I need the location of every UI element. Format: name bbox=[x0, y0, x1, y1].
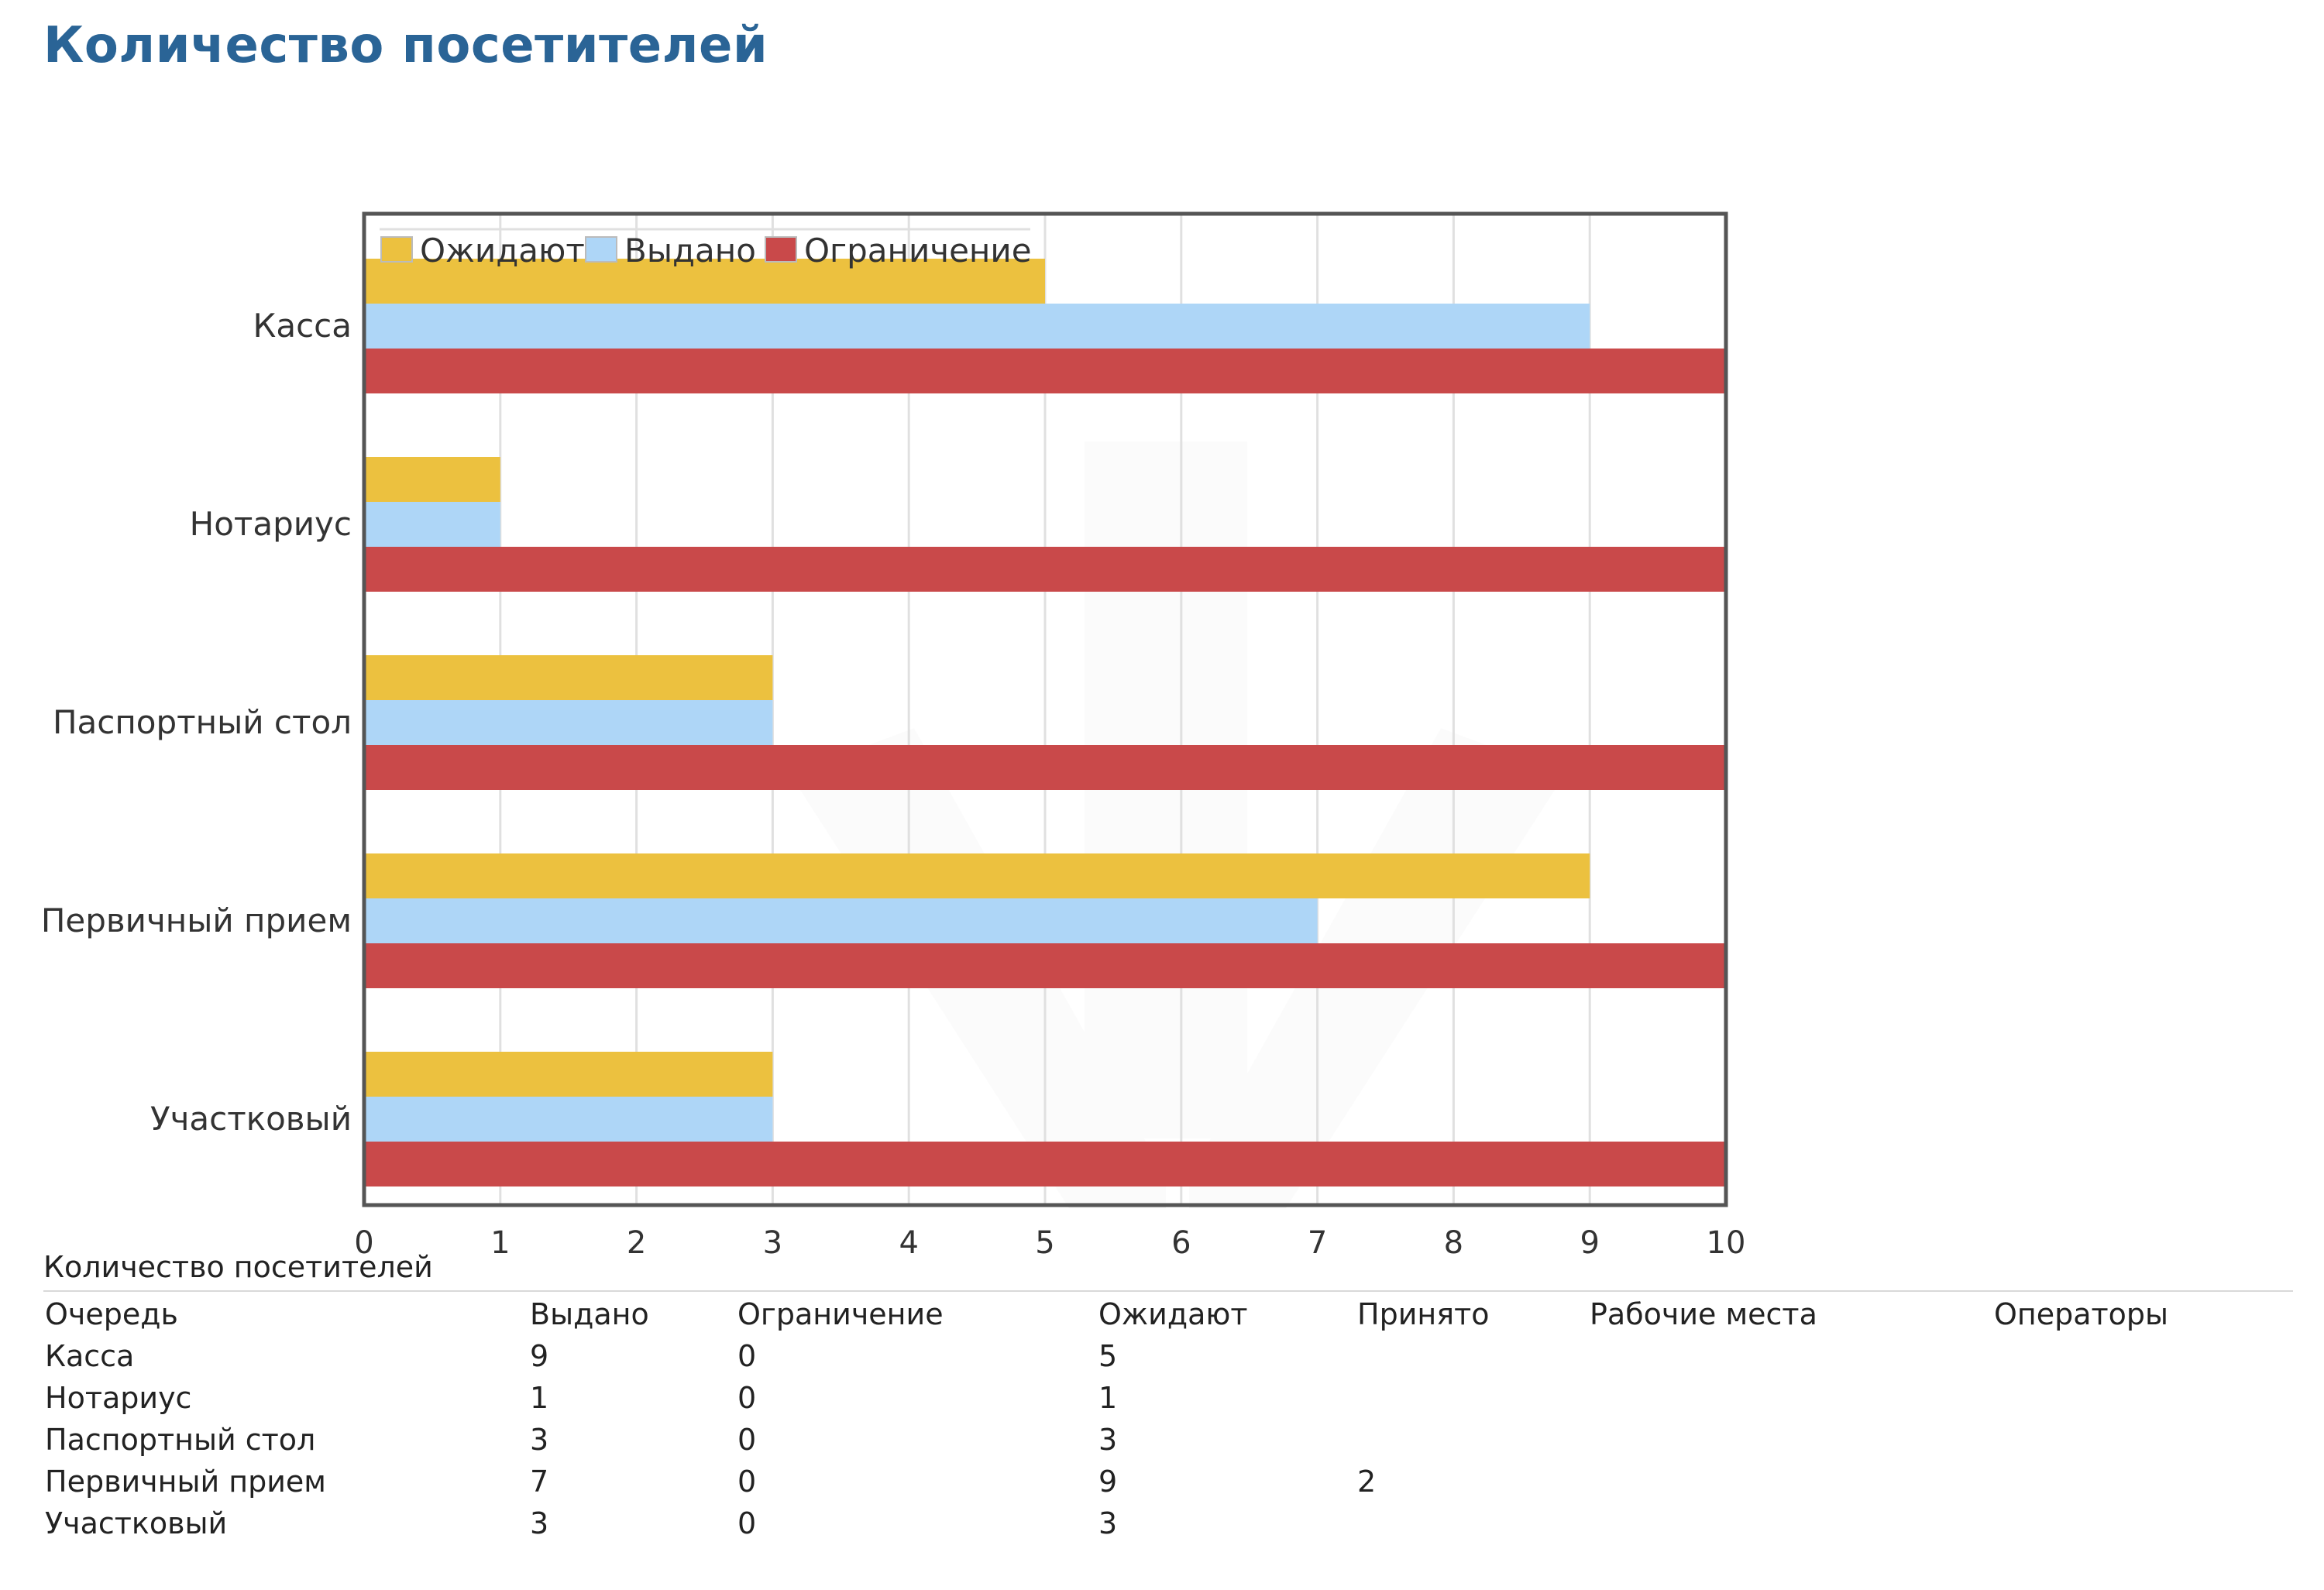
table-cell bbox=[1583, 1377, 1988, 1419]
table-caption: Количество посетителей bbox=[43, 1250, 433, 1284]
table-row: Нотариус 1 0 1 bbox=[39, 1377, 2282, 1419]
table-cell bbox=[1351, 1419, 1583, 1461]
page-title: Количество посетителей bbox=[43, 17, 768, 74]
table-cell bbox=[1988, 1377, 2282, 1419]
table-header-row: Очередь Выдано Ограничение Ожидают Приня… bbox=[39, 1293, 2282, 1335]
bar-issued bbox=[364, 502, 500, 547]
x-tick-label: 3 bbox=[763, 1225, 782, 1255]
y-axis-label: Касса bbox=[253, 307, 352, 345]
bar-issued bbox=[364, 898, 1318, 943]
table-cell: Нотариус bbox=[45, 1381, 192, 1415]
table-cell bbox=[1583, 1419, 1988, 1461]
bar-waiting bbox=[364, 259, 1045, 304]
table-cell: 3 bbox=[530, 1423, 549, 1457]
x-tick-label: 7 bbox=[1308, 1225, 1327, 1255]
x-tick-label: 5 bbox=[1035, 1225, 1054, 1255]
x-tick-label: 6 bbox=[1171, 1225, 1191, 1255]
y-axis-label: Паспортный стол bbox=[53, 703, 352, 741]
table-cell: Касса bbox=[45, 1339, 135, 1373]
table-cell bbox=[1583, 1335, 1988, 1377]
chart-bars bbox=[364, 259, 1726, 1186]
table-row: Паспортный стол 3 0 3 bbox=[39, 1419, 2282, 1461]
y-axis-label: Участковый bbox=[150, 1100, 352, 1138]
table-cell: Первичный прием bbox=[45, 1465, 326, 1499]
x-tick-label: 8 bbox=[1444, 1225, 1463, 1255]
bar-waiting bbox=[364, 457, 500, 502]
table-cell bbox=[1988, 1502, 2282, 1544]
table-cell: 9 bbox=[1098, 1465, 1118, 1499]
column-header-accepted: Принято bbox=[1357, 1297, 1490, 1331]
x-tick-label: 9 bbox=[1580, 1225, 1599, 1255]
table-cell: 0 bbox=[737, 1423, 757, 1457]
table-cell: 3 bbox=[530, 1506, 549, 1540]
table-cell bbox=[1988, 1335, 2282, 1377]
x-tick-label: 1 bbox=[490, 1225, 510, 1255]
table-cell: 0 bbox=[737, 1465, 757, 1499]
x-tick-label: 0 bbox=[354, 1225, 373, 1255]
legend-swatch bbox=[380, 236, 413, 263]
x-axis-tick-labels: 0 1 2 3 4 5 6 7 8 9 10 bbox=[354, 1225, 1745, 1255]
column-header-issued: Выдано bbox=[530, 1297, 649, 1331]
table-cell: 3 bbox=[1098, 1506, 1118, 1540]
bar-waiting bbox=[364, 1052, 773, 1097]
table-cell: 7 bbox=[530, 1465, 549, 1499]
table-cell: 3 bbox=[1098, 1423, 1118, 1457]
y-axis-label: Нотариус bbox=[190, 505, 352, 543]
table-cell: 1 bbox=[1098, 1381, 1118, 1415]
bar-chart: Ожидают Выдано Ограничение Касса Нотариус Па… bbox=[41, 211, 1745, 1255]
table-cell: Паспортный стол bbox=[45, 1423, 316, 1457]
x-tick-label: 10 bbox=[1707, 1225, 1746, 1255]
x-tick-label: 2 bbox=[627, 1225, 646, 1255]
column-header-workplaces: Рабочие места bbox=[1590, 1297, 1817, 1331]
column-header-waiting: Ожидают bbox=[1098, 1297, 1248, 1331]
table-cell bbox=[1351, 1502, 1583, 1544]
legend-swatch bbox=[765, 236, 797, 263]
chart-legend: Ожидают Выдано Ограничение bbox=[380, 228, 1032, 270]
table-cell: 0 bbox=[737, 1381, 757, 1415]
table-cell: 1 bbox=[530, 1381, 549, 1415]
column-header-limit: Ограничение bbox=[737, 1297, 944, 1331]
table-cell: 2 bbox=[1357, 1465, 1377, 1499]
legend-label: Ограничение bbox=[804, 232, 1032, 270]
bar-limit bbox=[364, 745, 1726, 790]
legend-label: Выдано bbox=[624, 232, 756, 270]
bar-issued bbox=[364, 304, 1590, 349]
table-row: Касса 9 0 5 bbox=[39, 1335, 2282, 1377]
y-axis-label: Первичный прием bbox=[41, 901, 352, 939]
bar-issued bbox=[364, 700, 773, 745]
table-row: Участковый 3 0 3 bbox=[39, 1502, 2282, 1544]
bar-waiting bbox=[364, 655, 773, 700]
table-cell bbox=[1351, 1335, 1583, 1377]
bar-limit bbox=[364, 547, 1726, 592]
bar-limit bbox=[364, 349, 1726, 393]
table-cell: 9 bbox=[530, 1339, 549, 1373]
column-header-queue: Очередь bbox=[45, 1297, 178, 1331]
column-header-operators: Операторы bbox=[1994, 1297, 2169, 1331]
table-cell bbox=[1351, 1377, 1583, 1419]
table-cell: 0 bbox=[737, 1339, 757, 1373]
table-cell: Участковый bbox=[45, 1506, 228, 1540]
bar-limit bbox=[364, 943, 1726, 988]
plot-frame bbox=[362, 211, 1728, 1207]
chart-frame bbox=[362, 211, 1728, 1207]
bar-issued bbox=[364, 1097, 773, 1142]
table-cell bbox=[1988, 1419, 2282, 1461]
data-table: Очередь Выдано Ограничение Ожидают Приня… bbox=[39, 1293, 2282, 1544]
legend-swatch bbox=[585, 236, 617, 263]
table-cell: 0 bbox=[737, 1506, 757, 1540]
table-cell bbox=[1988, 1461, 2282, 1502]
table-cell: 5 bbox=[1098, 1339, 1118, 1373]
table-row: Первичный прием 7 0 9 2 bbox=[39, 1461, 2282, 1502]
y-axis-labels: Касса Нотариус Паспортный стол Первичный пр… bbox=[41, 307, 352, 1138]
table-cell bbox=[1583, 1502, 1988, 1544]
bar-limit bbox=[364, 1142, 1726, 1186]
legend-label: Ожидают bbox=[420, 232, 585, 270]
bar-waiting bbox=[364, 853, 1590, 898]
table-cell bbox=[1583, 1461, 1988, 1502]
x-tick-label: 4 bbox=[899, 1225, 918, 1255]
table-divider bbox=[43, 1290, 2293, 1292]
